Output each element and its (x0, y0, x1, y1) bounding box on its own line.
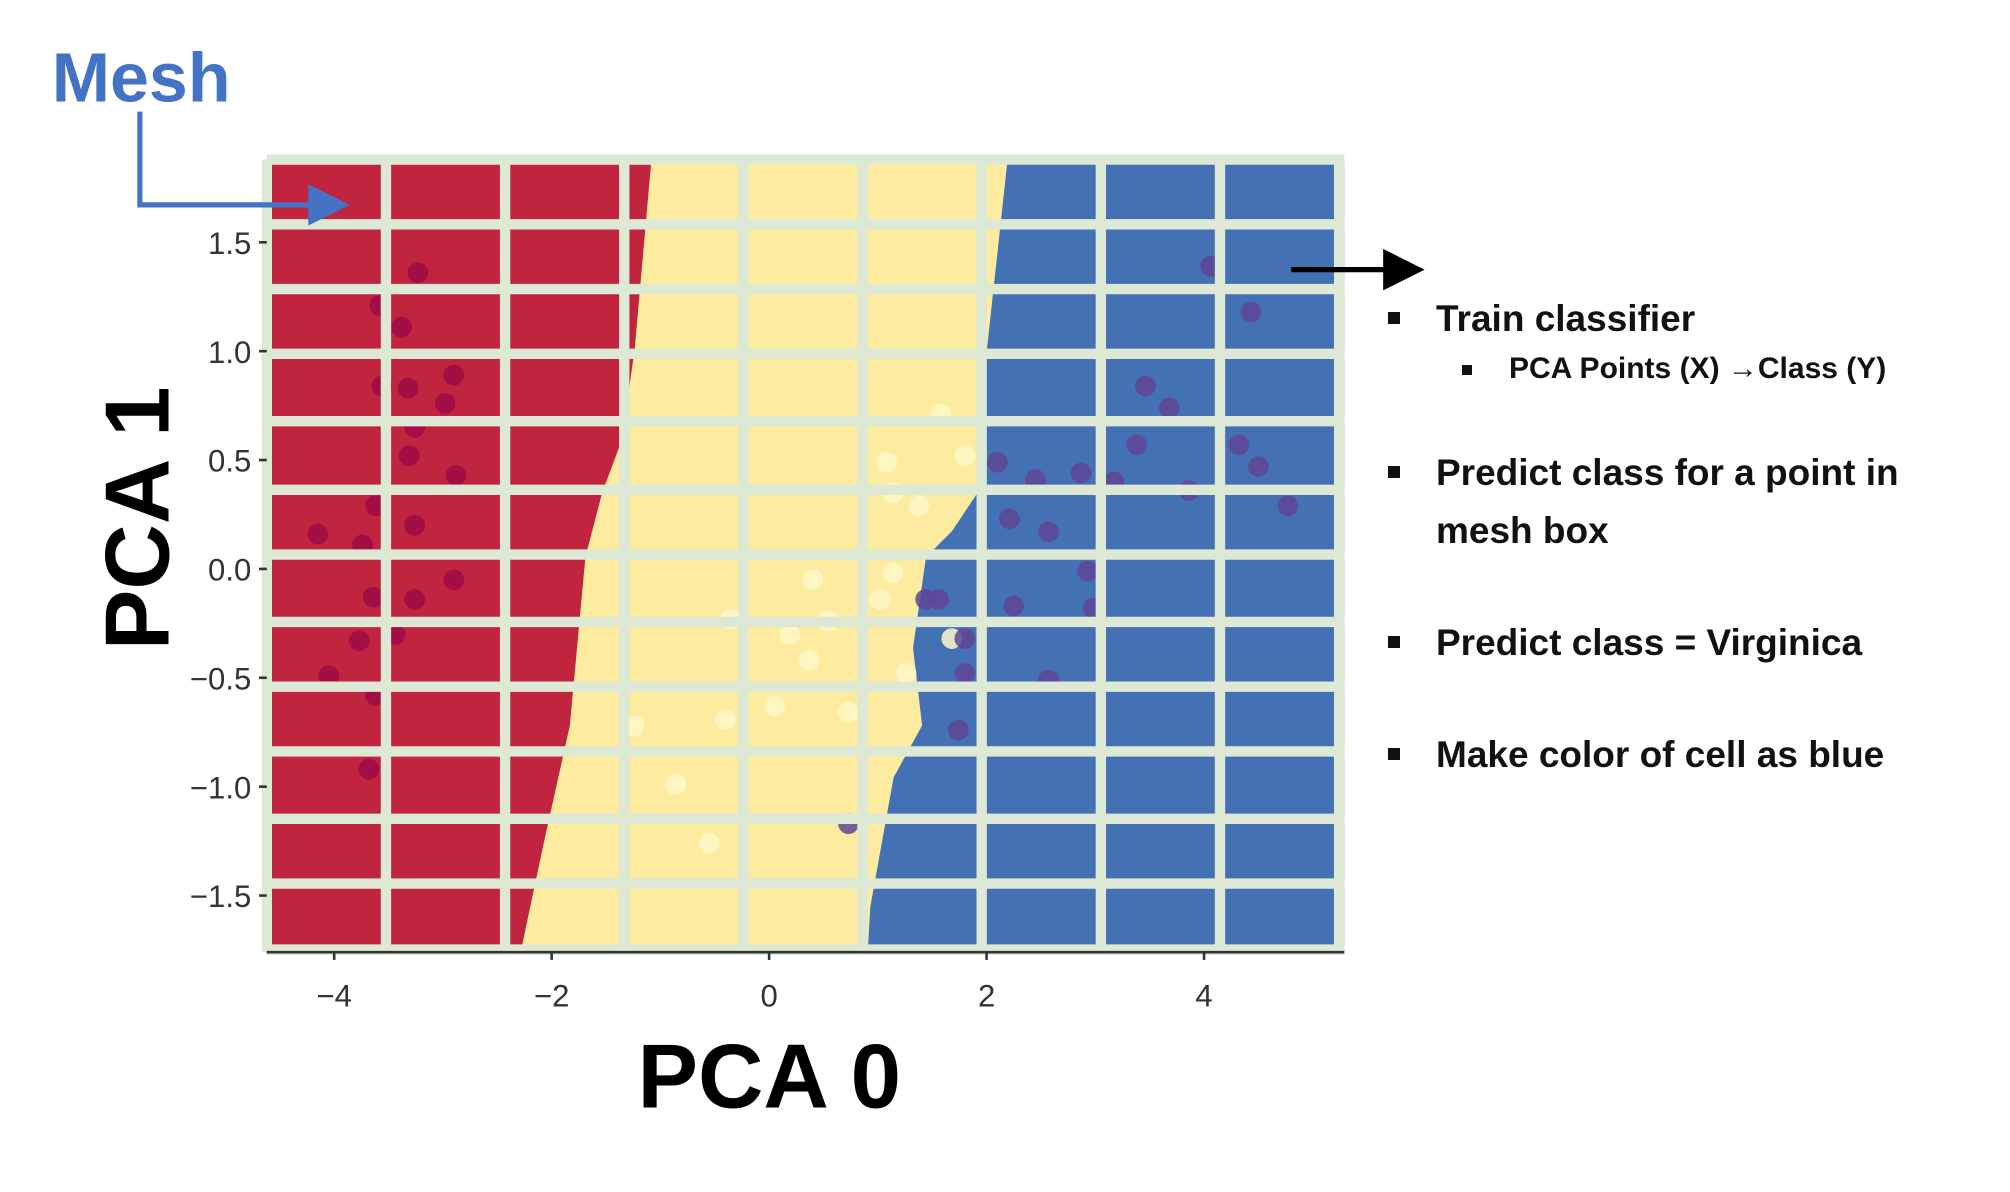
data-point (954, 445, 976, 467)
mesh-label: Mesh (52, 38, 231, 116)
data-point (391, 316, 412, 338)
y-tick-label: 1.0 (208, 335, 251, 370)
data-point (698, 832, 720, 854)
x-tick-label: 4 (1195, 979, 1212, 1014)
data-point (434, 393, 456, 414)
bullet: Predict class = Virginica (1380, 614, 1980, 672)
data-point (358, 758, 380, 780)
bullet: Make color of cell as blue (1380, 726, 1980, 784)
data-point (954, 628, 976, 649)
x-axis-label: PCA 0 (637, 1027, 901, 1128)
data-point (1003, 595, 1025, 617)
data-point (1248, 456, 1269, 477)
bullet-text: Predict class = Virginica (1436, 622, 1863, 663)
bullet-list: Train classifier PCA Points (X) →Class (Y… (1380, 290, 1980, 838)
bullet-text: Make color of cell as blue (1436, 734, 1885, 775)
data-point (895, 663, 917, 684)
x-tick-label: 0 (760, 979, 777, 1014)
data-point (798, 650, 820, 671)
data-point (764, 695, 785, 717)
data-point (802, 569, 823, 591)
data-point (779, 623, 801, 645)
data-point (362, 586, 384, 608)
y-axis-label: PCA 1 (87, 386, 188, 650)
data-point (398, 445, 420, 467)
data-point (1077, 560, 1099, 582)
data-point (954, 663, 976, 684)
data-point (947, 719, 969, 741)
sub-bullet: PCA Points (X) →Class (Y) (1436, 348, 1980, 390)
x-tick-label: 2 (978, 979, 995, 1014)
mesh-arrow (137, 111, 350, 226)
data-point (407, 262, 429, 284)
data-point (1277, 495, 1299, 517)
data-point (348, 630, 370, 652)
data-point (1070, 462, 1092, 484)
y-tick-label: 0.0 (208, 553, 251, 588)
bullet: Train classifier PCA Points (X) →Class (Y… (1380, 290, 1980, 390)
data-point (908, 495, 930, 517)
data-point (404, 589, 426, 610)
y-tick-label: −1.0 (190, 770, 251, 805)
mesh-grid (261, 154, 1345, 955)
data-point (307, 523, 329, 545)
bullet: Predict class for a point in mesh box (1380, 444, 1980, 560)
data-point (318, 665, 340, 686)
sub-list: PCA Points (X) →Class (Y) (1436, 348, 1980, 390)
data-point (1134, 375, 1156, 397)
data-point (443, 569, 465, 591)
data-point (882, 562, 904, 584)
data-point (397, 377, 419, 399)
x-tick-label: −4 (316, 979, 351, 1014)
data-point (869, 589, 891, 610)
data-point (365, 495, 386, 517)
data-point (928, 589, 950, 610)
data-point (838, 702, 859, 723)
y-tick-label: −0.5 (190, 661, 251, 696)
data-point (1228, 434, 1250, 456)
data-point (1038, 521, 1059, 543)
data-point (1240, 301, 1262, 323)
data-point (987, 451, 1008, 473)
data-point (445, 464, 467, 486)
x-tick-label: −2 (534, 979, 569, 1014)
bullet-text: Train classifier (1436, 298, 1696, 339)
y-tick-label: 0.5 (208, 444, 251, 479)
data-point (404, 515, 426, 536)
y-tick-label: 1.5 (208, 226, 251, 261)
data-point (876, 451, 897, 473)
y-tick-label: −1.5 (190, 879, 251, 914)
data-point (1126, 434, 1148, 456)
data-point (1158, 397, 1180, 419)
data-point (715, 708, 736, 730)
data-point (999, 508, 1020, 530)
data-point (665, 774, 686, 795)
data-point (443, 364, 465, 386)
bullet-text: Predict class for a point in mesh box (1436, 452, 1899, 551)
